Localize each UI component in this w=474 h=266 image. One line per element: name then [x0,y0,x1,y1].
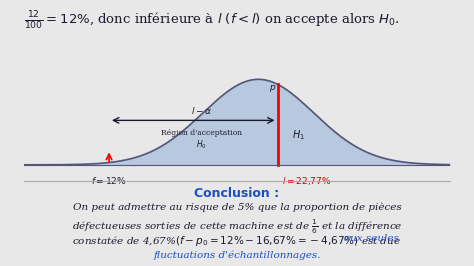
Text: Région d'acceptation
$H_0$: Région d'acceptation $H_0$ [161,129,242,151]
Text: $\frac{12}{100}=12\%$, donc inférieure à $l$ $(f<l)$ on accepte alors $H_0$.: $\frac{12}{100}=12\%$, donc inférieure à… [24,10,400,32]
Text: constatée de 4,67%$(f-p_0=12\%-16{,}67\%=-4{,}67\%)$ est due: constatée de 4,67%$(f-p_0=12\%-16{,}67\%… [73,234,401,248]
Text: $p$: $p$ [269,83,276,94]
Text: $l=22{,}77\%$: $l=22{,}77\%$ [282,175,331,187]
Text: $f=12\%$: $f=12\%$ [91,175,127,186]
Text: aux seules: aux seules [344,234,399,243]
Text: Conclusion :: Conclusion : [194,187,280,200]
Text: $l-\alpha$: $l-\alpha$ [191,105,212,116]
Text: fluctuations d'échantillonnages.: fluctuations d'échantillonnages. [153,250,321,260]
Text: $H_1$: $H_1$ [292,128,305,142]
Text: défectueuses sorties de cette machine est de $\frac{1}{6}$ et la différence: défectueuses sorties de cette machine es… [72,218,402,236]
Text: On peut admettre au risque de 5% que la proportion de pièces: On peut admettre au risque de 5% que la … [73,203,401,212]
